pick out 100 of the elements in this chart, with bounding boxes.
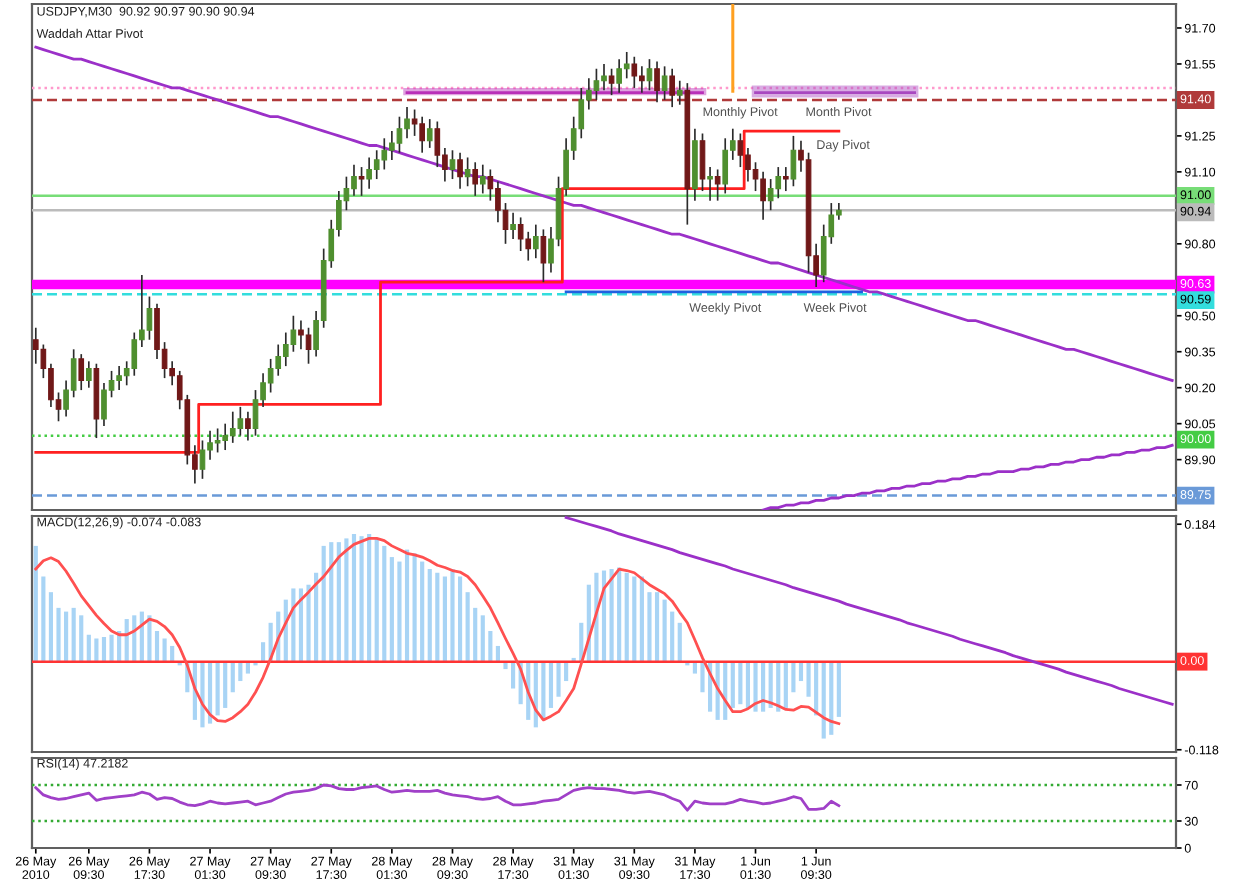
bar	[427, 569, 432, 662]
candlestick	[593, 67, 600, 101]
bar	[836, 661, 841, 717]
line-series	[564, 516, 1174, 706]
bar	[389, 557, 394, 662]
candlestick	[676, 79, 683, 106]
bar	[654, 592, 660, 662]
candlestick	[608, 67, 615, 96]
bar	[314, 572, 319, 662]
bar	[162, 638, 167, 662]
candlestick	[790, 135, 797, 188]
bar	[738, 661, 743, 705]
bar	[624, 572, 629, 662]
bar	[230, 661, 235, 693]
bar	[71, 607, 76, 662]
bar	[79, 615, 84, 662]
candlestick	[85, 360, 92, 389]
candlestick	[661, 65, 668, 101]
bar	[677, 622, 682, 662]
line-series	[34, 783, 841, 812]
bar	[730, 661, 735, 708]
candlestick	[245, 410, 251, 442]
candlestick	[737, 132, 744, 168]
bar	[609, 569, 614, 662]
candlestick	[669, 67, 676, 108]
candlestick	[714, 168, 721, 202]
candlestick	[722, 137, 729, 195]
candlestick	[229, 410, 236, 444]
bar	[420, 561, 425, 662]
bar	[329, 542, 334, 662]
bar	[336, 542, 341, 662]
candlestick	[305, 326, 312, 365]
candlestick	[366, 156, 372, 190]
bar	[435, 572, 440, 662]
candlestick	[510, 211, 516, 240]
bar	[548, 661, 554, 708]
candlestick	[214, 427, 221, 454]
candlestick	[32, 326, 39, 365]
bar	[412, 553, 417, 662]
candlestick	[525, 230, 532, 262]
bar	[94, 638, 99, 662]
bar	[639, 576, 644, 662]
candlestick	[396, 115, 403, 154]
candlestick	[654, 60, 660, 104]
candlestick	[237, 406, 244, 437]
candlestick	[540, 228, 547, 284]
candlestick	[275, 343, 282, 377]
bar	[374, 538, 379, 662]
candlestick	[381, 137, 388, 171]
candlestick	[639, 65, 645, 94]
bar	[359, 536, 364, 662]
candlestick	[222, 422, 229, 451]
candlestick	[616, 58, 622, 94]
bar	[215, 661, 220, 716]
bar	[783, 661, 788, 708]
candlestick	[707, 166, 713, 202]
candlestick	[131, 331, 138, 377]
bar	[223, 661, 228, 708]
bar	[48, 592, 54, 662]
candlestick	[351, 163, 357, 197]
candlestick	[745, 147, 751, 183]
candlestick	[464, 156, 471, 188]
bar	[382, 545, 387, 662]
bar	[511, 661, 516, 689]
candlestick	[495, 180, 501, 224]
bar	[457, 576, 463, 662]
bar	[351, 533, 357, 662]
candlestick	[146, 295, 153, 341]
candlestick	[457, 151, 463, 190]
bar	[617, 567, 622, 662]
bar	[480, 615, 485, 662]
bar	[632, 576, 637, 662]
candlestick	[479, 163, 486, 195]
line-series	[761, 443, 1174, 510]
candlestick	[472, 161, 479, 197]
bar	[662, 599, 667, 662]
candlestick	[282, 331, 289, 367]
candlestick	[699, 132, 706, 192]
bar	[321, 545, 326, 662]
bar	[753, 661, 758, 712]
line-series	[34, 45, 1174, 382]
bar	[367, 533, 372, 662]
candlestick	[389, 130, 395, 161]
candlestick	[358, 166, 365, 197]
bar	[33, 545, 38, 662]
bar	[404, 549, 410, 662]
candlestick	[782, 166, 789, 192]
bar	[745, 661, 751, 708]
candlestick	[78, 353, 85, 391]
bar	[465, 592, 470, 662]
candlestick	[298, 319, 304, 351]
bar	[821, 661, 826, 739]
candlestick	[199, 439, 206, 480]
bar	[64, 611, 69, 662]
candlestick	[404, 106, 410, 140]
candlestick	[601, 63, 607, 92]
line-series	[34, 537, 841, 726]
bar	[442, 576, 447, 662]
candlestick	[449, 149, 456, 180]
candlestick	[623, 51, 630, 80]
